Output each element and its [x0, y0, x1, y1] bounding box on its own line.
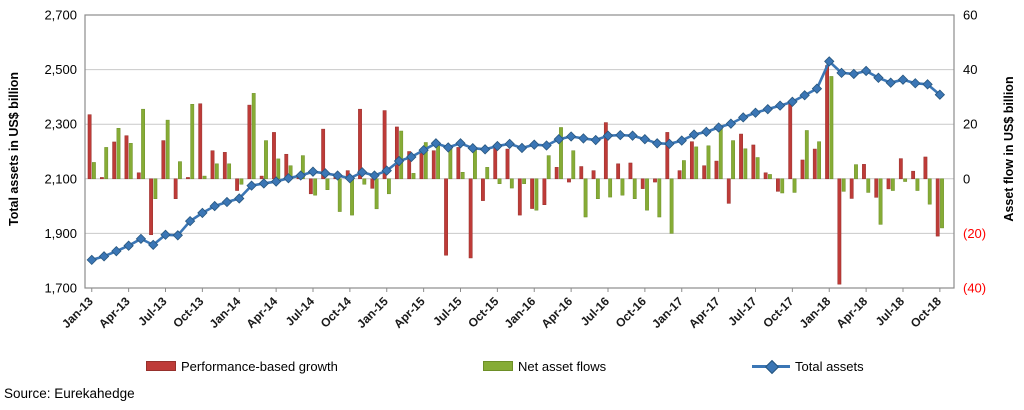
svg-text:Jan-14: Jan-14 [207, 294, 244, 331]
svg-text:1,900: 1,900 [44, 226, 77, 241]
legend-label-flows: Net asset flows [518, 358, 607, 374]
svg-text:(20): (20) [963, 226, 986, 241]
right-axis-title: Asset flow in US$ billion [1002, 76, 1016, 222]
svg-text:Jul-15: Jul-15 [430, 294, 465, 329]
plot-area: 2,700 2,500 2,300 2,100 1,900 1,700 60 40 20 0 (20… [44, 8, 986, 332]
svg-text:Apr-13: Apr-13 [96, 294, 133, 331]
svg-text:2,500: 2,500 [44, 62, 77, 77]
svg-text:Oct-16: Oct-16 [613, 294, 650, 331]
right-axis-tick-labels: 60 40 20 0 (20) (40) [963, 8, 986, 296]
svg-text:Jan-18: Jan-18 [797, 294, 834, 331]
svg-text:Oct-18: Oct-18 [908, 294, 945, 331]
plot-border [84, 14, 955, 289]
svg-text:Jul-16: Jul-16 [578, 294, 613, 329]
svg-text:1,700: 1,700 [44, 281, 77, 296]
svg-text:20: 20 [963, 117, 977, 132]
svg-text:40: 40 [963, 62, 977, 77]
svg-text:Oct-17: Oct-17 [760, 294, 797, 331]
svg-text:Jan-15: Jan-15 [354, 294, 391, 331]
svg-text:60: 60 [963, 8, 977, 23]
svg-text:Jan-17: Jan-17 [649, 294, 686, 331]
performance-swatch-icon [146, 361, 176, 371]
legend-label-performance: Performance-based growth [181, 358, 338, 374]
total-assets-line [86, 56, 946, 266]
legend-item-total: Total assets [752, 357, 864, 375]
svg-text:Jul-14: Jul-14 [283, 294, 318, 329]
svg-text:2,700: 2,700 [44, 8, 77, 23]
svg-text:2,100: 2,100 [44, 171, 77, 186]
svg-text:Jul-18: Jul-18 [873, 294, 908, 329]
svg-text:Jul-17: Jul-17 [725, 294, 760, 329]
svg-text:Oct-14: Oct-14 [318, 294, 355, 331]
svg-text:Apr-18: Apr-18 [833, 294, 870, 331]
bars-net-asset-flows [92, 76, 944, 234]
svg-text:Apr-17: Apr-17 [686, 294, 723, 331]
svg-text:Apr-16: Apr-16 [538, 294, 575, 331]
svg-text:Jul-13: Jul-13 [135, 294, 170, 329]
total-assets-line-marker-icon [752, 359, 790, 374]
legend: Performance-based growth Net asset flows… [0, 357, 1024, 375]
svg-text:0: 0 [963, 171, 970, 186]
svg-text:Oct-13: Oct-13 [170, 294, 207, 331]
left-axis-tick-labels: 2,700 2,500 2,300 2,100 1,900 1,700 [44, 8, 77, 296]
flows-swatch-icon [483, 361, 513, 371]
svg-text:(40): (40) [963, 281, 986, 296]
svg-text:Oct-15: Oct-15 [465, 294, 502, 331]
left-axis-title: Total assets in US$ billion [7, 72, 21, 226]
svg-text:Apr-15: Apr-15 [391, 294, 428, 331]
legend-label-total: Total assets [795, 358, 864, 374]
legend-item-performance: Performance-based growth [146, 357, 338, 375]
svg-text:2,300: 2,300 [44, 117, 77, 132]
legend-item-flows: Net asset flows [483, 357, 606, 375]
svg-text:Jan-16: Jan-16 [502, 294, 539, 331]
svg-text:Apr-14: Apr-14 [243, 294, 280, 331]
bars-performance-growth [87, 65, 940, 285]
x-axis-tick-labels: Jan-13 Apr-13 Jul-13 Oct-13 Jan-14 Apr-14 Jul-… [59, 288, 944, 331]
source-text: Source: Eurekahedge [4, 386, 135, 401]
svg-text:Jan-13: Jan-13 [59, 294, 96, 331]
